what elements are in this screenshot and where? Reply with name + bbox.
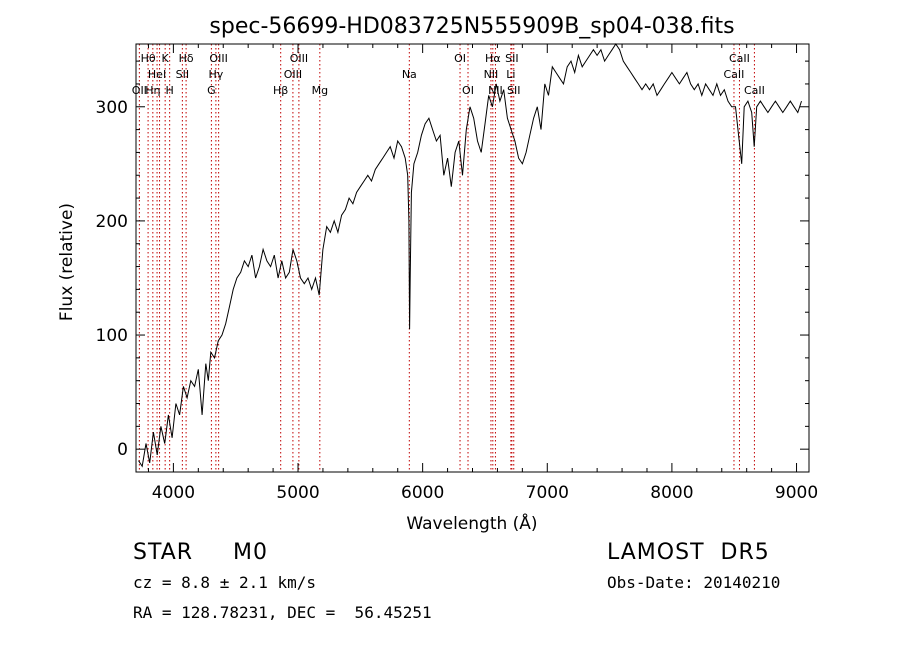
line-label: H — [166, 84, 174, 97]
y-tick-label: 200 — [96, 212, 128, 232]
line-label: CaII — [724, 68, 745, 81]
line-label: HeI — [148, 68, 166, 81]
line-label: OIII — [290, 52, 308, 65]
spectral-line-labels: OIIHθHηHeIKHSIIHδGHγOIIIHβOIIIOIIIMgNaOI… — [132, 52, 765, 97]
line-label: Hβ — [273, 84, 288, 97]
line-label: OI — [462, 84, 474, 97]
y-tick-label: 300 — [96, 98, 128, 118]
x-tick-label: 5000 — [276, 483, 319, 503]
line-label: Hη — [145, 84, 160, 97]
line-label: SII — [507, 84, 520, 97]
x-tick-label: 4000 — [152, 483, 195, 503]
y-axis-ticks: 0 100 200 300 — [96, 60, 809, 473]
y-tick-label: 0 — [117, 440, 128, 460]
sky-coordinates: RA = 128.78231, DEC = 56.45251 — [133, 603, 432, 622]
line-label: OI — [454, 52, 466, 65]
line-label: Mg — [312, 84, 328, 97]
spectrum-chart: spec-56699-HD083725N555909B_sp04-038.fit… — [57, 14, 818, 534]
spectrum-line — [138, 43, 802, 468]
line-label: OIII — [209, 52, 227, 65]
spectral-line-markers — [138, 44, 755, 472]
x-tick-label: 9000 — [775, 483, 818, 503]
x-tick-label: 6000 — [401, 483, 444, 503]
x-axis-label: Wavelength (Å) — [406, 512, 537, 534]
plot-frame — [135, 43, 810, 473]
line-label: Hδ — [179, 52, 194, 65]
x-axis-ticks: 4000 5000 6000 7000 8000 9000 — [147, 44, 818, 503]
line-label: Hθ — [141, 52, 156, 65]
line-label: K — [162, 52, 170, 65]
survey-name: LAMOST DR5 — [607, 540, 770, 565]
y-axis-label: Flux (relative) — [57, 203, 77, 321]
line-label: OIII — [284, 68, 302, 81]
y-tick-label: 100 — [96, 326, 128, 346]
x-tick-label: 8000 — [650, 483, 693, 503]
object-class: STAR M0 — [133, 540, 268, 565]
line-label: CaII — [744, 84, 765, 97]
chart-title: spec-56699-HD083725N555909B_sp04-038.fit… — [209, 14, 734, 39]
line-label: SII — [505, 52, 518, 65]
observation-date: Obs-Date: 20140210 — [607, 573, 781, 592]
line-label: Hα — [485, 52, 501, 65]
line-label: Li — [506, 68, 515, 81]
line-label: NII — [484, 68, 499, 81]
x-tick-label: 7000 — [526, 483, 569, 503]
line-label: G — [207, 84, 216, 97]
line-label: Na — [402, 68, 417, 81]
line-label: CaII — [729, 52, 750, 65]
line-label: SII — [176, 68, 189, 81]
redshift-velocity: cz = 8.8 ± 2.1 km/s — [133, 573, 317, 592]
line-label: Hγ — [208, 68, 223, 81]
